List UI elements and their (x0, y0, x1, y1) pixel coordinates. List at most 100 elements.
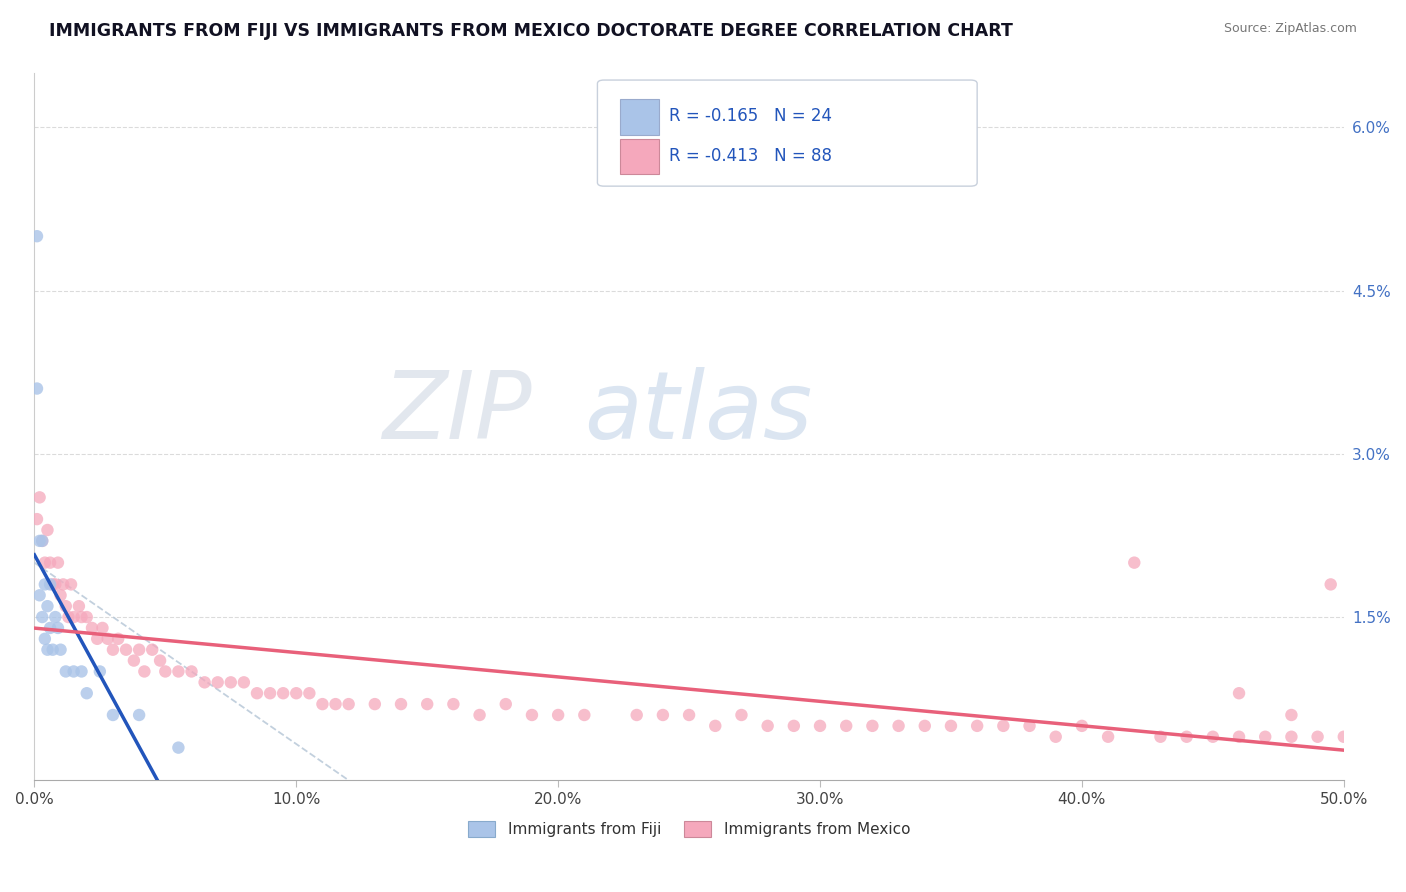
Point (167, 740, 190, 755)
Point (1333, 730, 1355, 744)
Point (389, 697, 412, 711)
Point (1385, 740, 1406, 755)
Point (939, 719, 962, 733)
Text: Source: ZipAtlas.com: Source: ZipAtlas.com (1223, 22, 1357, 36)
Point (1227, 730, 1250, 744)
Point (115, 642, 138, 657)
Point (860, 719, 883, 733)
Point (678, 708, 700, 723)
Point (25, 229, 48, 244)
Point (25, 382, 48, 396)
Point (60, 577, 83, 591)
Point (1306, 730, 1329, 744)
Point (76, 610, 98, 624)
Point (1281, 708, 1303, 723)
Point (246, 686, 269, 700)
Text: atlas: atlas (585, 367, 813, 458)
Point (1097, 730, 1119, 744)
Point (91, 621, 114, 635)
Point (28, 588, 51, 602)
Point (1123, 556, 1146, 570)
Point (1045, 730, 1067, 744)
FancyBboxPatch shape (620, 99, 659, 135)
Point (128, 642, 150, 657)
Point (37, 642, 59, 657)
Point (80, 621, 103, 635)
Point (416, 697, 439, 711)
Point (70, 610, 93, 624)
Point (1227, 686, 1250, 700)
Point (31, 533, 53, 548)
Text: R = -0.413   N = 88: R = -0.413 N = 88 (669, 146, 832, 165)
Point (128, 708, 150, 723)
Point (207, 675, 229, 690)
Point (155, 665, 177, 679)
Point (134, 665, 156, 679)
Point (1254, 730, 1277, 744)
Point (34, 556, 56, 570)
Point (311, 697, 333, 711)
Point (756, 719, 779, 733)
Point (141, 642, 163, 657)
Text: IMMIGRANTS FROM FIJI VS IMMIGRANTS FROM MEXICO DOCTORATE DEGREE CORRELATION CHAR: IMMIGRANTS FROM FIJI VS IMMIGRANTS FROM … (49, 22, 1014, 40)
Point (626, 708, 648, 723)
Point (1018, 719, 1040, 733)
Point (271, 686, 294, 700)
Point (52, 577, 75, 591)
Point (101, 642, 124, 657)
Point (1175, 730, 1198, 744)
Point (835, 719, 858, 733)
Point (149, 654, 172, 668)
Point (28, 533, 51, 548)
Point (31, 533, 53, 548)
Point (49, 642, 72, 657)
Point (62, 610, 84, 624)
Point (783, 719, 806, 733)
Point (1281, 730, 1303, 744)
Point (37, 599, 59, 614)
Point (441, 697, 464, 711)
Point (101, 708, 124, 723)
Point (41, 577, 63, 591)
Point (41, 642, 63, 657)
Point (39, 621, 62, 635)
Point (55, 665, 77, 679)
FancyBboxPatch shape (598, 80, 977, 186)
Point (122, 654, 145, 668)
Point (76, 686, 98, 700)
Point (31, 610, 53, 624)
Point (993, 719, 1015, 733)
Text: R = -0.165   N = 24: R = -0.165 N = 24 (669, 107, 832, 125)
Point (808, 719, 831, 733)
Point (298, 686, 321, 700)
Point (194, 675, 217, 690)
Point (599, 142, 621, 156)
Text: ZIP: ZIP (382, 367, 531, 458)
Point (337, 697, 360, 711)
Point (67, 599, 90, 614)
Point (167, 665, 190, 679)
Point (62, 665, 84, 679)
Point (46, 556, 69, 570)
Legend: Immigrants from Fiji, Immigrants from Mexico: Immigrants from Fiji, Immigrants from Me… (461, 815, 917, 843)
Point (25, 512, 48, 526)
Point (46, 621, 69, 635)
Point (86, 632, 108, 646)
Point (70, 665, 93, 679)
Point (180, 665, 202, 679)
Point (285, 686, 308, 700)
Point (44, 577, 66, 591)
Point (39, 577, 62, 591)
Point (574, 708, 596, 723)
Point (34, 632, 56, 646)
Point (730, 708, 752, 723)
Point (1149, 730, 1171, 744)
Point (651, 708, 673, 723)
Point (966, 719, 988, 733)
Point (219, 675, 242, 690)
Point (97, 632, 120, 646)
Point (39, 556, 62, 570)
Point (49, 588, 72, 602)
Point (914, 719, 936, 733)
Point (28, 491, 51, 505)
